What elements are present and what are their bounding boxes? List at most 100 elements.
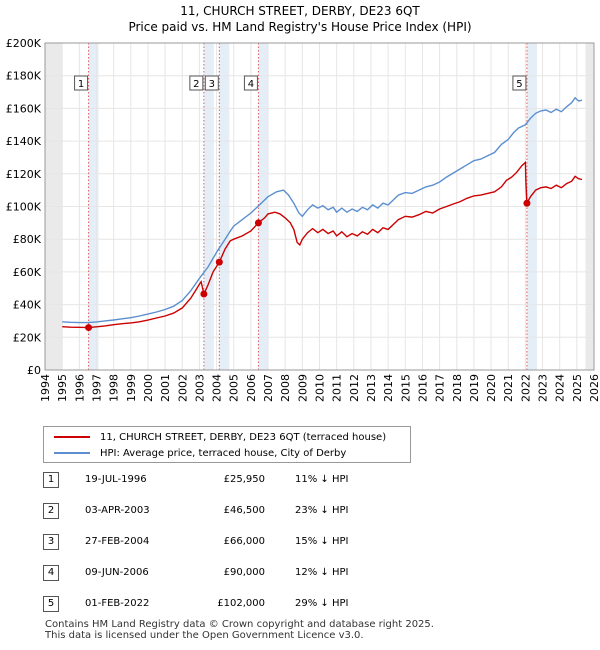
sale-hpi-diff: 11% ↓ HPI [295, 474, 349, 485]
y-tick-label: £100K [6, 201, 42, 214]
sale-label-box [243, 75, 258, 91]
table-row: 4 09-JUN-2006 £90,000 12% ↓ HPI [43, 565, 463, 583]
x-tick-label: 1994 [39, 374, 52, 402]
legend-item-hpi: HPI: Average price, terraced house, City… [54, 446, 346, 460]
sale-date: 19-JUL-1996 [85, 474, 147, 485]
table-row: 5 01-FEB-2022 £102,000 29% ↓ HPI [43, 596, 463, 614]
x-tick-label: 2022 [519, 374, 532, 402]
x-tick-label: 2015 [399, 374, 412, 402]
x-tick-label: 2006 [245, 374, 258, 402]
x-tick-label: 1999 [125, 374, 138, 402]
x-tick-label: 2018 [451, 374, 464, 402]
x-tick-label: 2011 [331, 374, 344, 402]
sale-label-box [204, 75, 219, 91]
sale-date: 27-FEB-2004 [85, 536, 150, 547]
sale-date: 03-APR-2003 [85, 505, 150, 516]
y-tick-label: £0 [27, 364, 41, 377]
sale-label-text: 4 [248, 79, 254, 90]
series-line-hpi [62, 96, 583, 324]
price-chart: 1 2 3 4 5£0£20K£40K£60K£80K£100K£120K£140K£1… [6, 37, 600, 402]
x-tick-label: 2020 [485, 374, 498, 402]
x-tick-label: 2002 [176, 374, 189, 402]
sale-date: 09-JUN-2006 [85, 567, 149, 578]
x-tick-label: 2021 [502, 374, 515, 402]
x-tick-label: 2008 [279, 374, 292, 402]
sale-point [254, 219, 262, 227]
table-row: 3 27-FEB-2004 £66,000 15% ↓ HPI [43, 534, 463, 552]
x-tick-label: 2026 [588, 374, 600, 402]
sale-number-badge: 4 [43, 565, 59, 581]
plot-frame [44, 42, 595, 371]
sale-label-box [189, 75, 204, 91]
sale-price: £25,950 [223, 474, 265, 485]
sale-label-box [74, 75, 89, 91]
y-tick-label: £80K [13, 233, 42, 246]
sale-label-text: 3 [209, 79, 215, 90]
x-tick-label: 2007 [262, 374, 275, 402]
footer-line-copyright: Contains HM Land Registry data © Crown c… [45, 619, 434, 630]
legend-label-property: 11, CHURCH STREET, DERBY, DE23 6QT (terr… [100, 431, 387, 443]
chart-subtitle: Price paid vs. HM Land Registry's House … [128, 20, 472, 34]
x-tick-label: 1996 [73, 374, 86, 402]
sale-number-badge: 3 [43, 534, 59, 550]
y-tick-label: £200K [6, 37, 42, 50]
x-tick-label: 2023 [537, 374, 550, 402]
x-tick-label: 2014 [382, 374, 395, 402]
x-tick-label: 2016 [416, 374, 429, 402]
y-tick-label: £40K [13, 299, 42, 312]
sale-number-badge: 2 [43, 503, 59, 519]
footer-line-licence: This data is licensed under the Open Gov… [45, 630, 364, 641]
x-tick-label: 2024 [554, 374, 567, 402]
sale-point [523, 199, 531, 207]
y-tick-label: £140K [6, 135, 42, 148]
sale-price: £46,500 [223, 505, 265, 516]
x-tick-label: 2012 [348, 374, 361, 402]
sale-number-badge: 5 [43, 596, 59, 612]
y-tick-label: £120K [6, 168, 42, 181]
legend-swatch-hpi [54, 452, 90, 454]
series-line-property [62, 160, 583, 329]
sale-hpi-diff: 15% ↓ HPI [295, 536, 349, 547]
chart-title: 11, CHURCH STREET, DERBY, DE23 6QT [180, 4, 420, 18]
x-tick-label: 2019 [468, 374, 481, 402]
sale-hpi-diff: 12% ↓ HPI [295, 567, 349, 578]
sale-point [215, 258, 223, 266]
sale-label-text: 2 [193, 79, 199, 90]
sale-price: £102,000 [217, 598, 265, 609]
x-tick-label: 2017 [434, 374, 447, 402]
sale-date: 01-FEB-2022 [85, 598, 150, 609]
sale-hpi-diff: 23% ↓ HPI [295, 505, 349, 516]
x-tick-label: 2010 [314, 374, 327, 402]
x-tick-label: 2009 [296, 374, 309, 402]
x-tick-label: 2004 [211, 374, 224, 402]
y-tick-label: £60K [13, 266, 42, 279]
sale-label-box [512, 75, 527, 91]
y-tick-label: £180K [6, 70, 42, 83]
x-tick-label: 1998 [108, 374, 121, 402]
x-tick-label: 2003 [193, 374, 206, 402]
legend-label-hpi: HPI: Average price, terraced house, City… [100, 447, 347, 459]
x-tick-label: 2013 [365, 374, 378, 402]
sale-label-text: 5 [516, 79, 522, 90]
sale-point [200, 290, 208, 298]
sale-label-text: 1 [78, 79, 84, 90]
y-tick-label: £20K [13, 331, 42, 344]
legend-swatch-property [54, 436, 90, 438]
legend-item-property: 11, CHURCH STREET, DERBY, DE23 6QT (terr… [54, 430, 386, 444]
x-tick-label: 1995 [56, 374, 69, 402]
table-row: 2 03-APR-2003 £46,500 23% ↓ HPI [43, 503, 463, 521]
x-tick-label: 2000 [142, 374, 155, 402]
x-tick-label: 1997 [90, 374, 103, 402]
sale-hpi-diff: 29% ↓ HPI [295, 598, 349, 609]
x-tick-label: 2025 [571, 374, 584, 402]
footer-attribution: Contains HM Land Registry data © Crown c… [45, 619, 434, 641]
sale-point [85, 324, 93, 332]
sale-number-badge: 1 [43, 472, 59, 488]
y-tick-label: £160K [6, 102, 42, 115]
x-tick-label: 2005 [228, 374, 241, 402]
table-row: 1 19-JUL-1996 £25,950 11% ↓ HPI [43, 472, 463, 490]
chart-legend: 11, CHURCH STREET, DERBY, DE23 6QT (terr… [43, 426, 411, 463]
x-tick-label: 2001 [159, 374, 172, 402]
sale-price: £90,000 [223, 567, 265, 578]
sale-price: £66,000 [223, 536, 265, 547]
